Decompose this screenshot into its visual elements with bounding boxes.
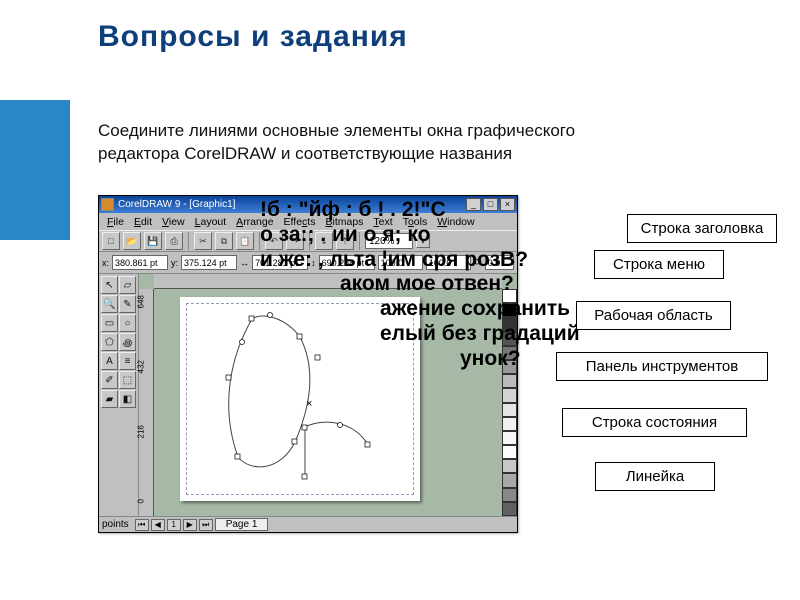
palette-swatch[interactable] xyxy=(502,388,517,402)
page-last[interactable]: ⏭ xyxy=(199,519,213,531)
interactive-fill-tool[interactable]: ◧ xyxy=(119,390,136,408)
shape-tool[interactable]: ▱ xyxy=(119,276,136,294)
palette-swatch[interactable] xyxy=(502,445,517,459)
toolbox: ↖ ▱ 🔍 ✎ ▭ ○ ⬠ ꩜ A ≡ ✐ ⬚ ▰ ◧ xyxy=(99,274,139,516)
accent-bar xyxy=(0,100,70,240)
menu-file[interactable]: File xyxy=(102,216,129,228)
eyedropper-tool[interactable]: ✐ xyxy=(101,371,118,389)
app-icon xyxy=(101,198,114,211)
op-line-2: о за:; . ии о я; ко xyxy=(260,223,670,248)
status-bar: points ⏮ ◀ 1 ▶ ⏭ Page 1 xyxy=(99,516,517,532)
palette-swatch[interactable] xyxy=(502,473,517,487)
op-line-1: !б : "йф : б ! . 2!"С xyxy=(260,198,670,223)
status-units: points xyxy=(102,519,129,530)
label-ruler[interactable]: Линейка xyxy=(595,462,715,491)
svg-text:×: × xyxy=(306,398,312,410)
pick-tool[interactable]: ↖ xyxy=(101,276,118,294)
page-first[interactable]: ⏮ xyxy=(135,519,149,531)
overprinted-text: !б : "йф : б ! . 2!"С о за:; . ии о я; к… xyxy=(140,198,670,371)
label-statusbar[interactable]: Строка состояния xyxy=(562,408,747,437)
palette-swatch[interactable] xyxy=(502,502,517,516)
rect-tool[interactable]: ▭ xyxy=(101,314,118,332)
label-menubar[interactable]: Строка меню xyxy=(594,250,724,279)
page-tab[interactable]: Page 1 xyxy=(215,518,269,531)
page-next[interactable]: ▶ xyxy=(183,519,197,531)
slide-heading: Вопросы и задания xyxy=(98,20,408,54)
instruction-text: Соедините линиями основные элементы окна… xyxy=(98,120,618,166)
zoom-tool[interactable]: 🔍 xyxy=(101,295,118,313)
page-navigator: ⏮ ◀ 1 ▶ ⏭ Page 1 xyxy=(135,518,269,531)
interactive-tool[interactable]: ≡ xyxy=(119,352,136,370)
label-workarea[interactable]: Рабочая область xyxy=(576,301,731,330)
open-button[interactable]: 📂 xyxy=(123,232,141,250)
palette-swatch[interactable] xyxy=(502,488,517,502)
freehand-tool[interactable]: ✎ xyxy=(119,295,136,313)
coord-x-label: x: xyxy=(102,258,109,268)
outline-tool[interactable]: ⬚ xyxy=(119,371,136,389)
palette-swatch[interactable] xyxy=(502,459,517,473)
text-tool[interactable]: A xyxy=(101,352,118,370)
palette-swatch[interactable] xyxy=(502,403,517,417)
fill-tool[interactable]: ▰ xyxy=(101,390,118,408)
palette-swatch[interactable] xyxy=(502,374,517,388)
spiral-tool[interactable]: ꩜ xyxy=(119,333,136,351)
label-toolbar[interactable]: Панель инструментов xyxy=(556,352,768,381)
label-titlebar[interactable]: Строка заголовка xyxy=(627,214,777,243)
page-num: 1 xyxy=(167,519,181,531)
new-button[interactable]: □ xyxy=(102,232,120,250)
palette-swatch[interactable] xyxy=(502,431,517,445)
page-prev[interactable]: ◀ xyxy=(151,519,165,531)
palette-swatch[interactable] xyxy=(502,417,517,431)
ellipse-tool[interactable]: ○ xyxy=(119,314,136,332)
polygon-tool[interactable]: ⬠ xyxy=(101,333,118,351)
